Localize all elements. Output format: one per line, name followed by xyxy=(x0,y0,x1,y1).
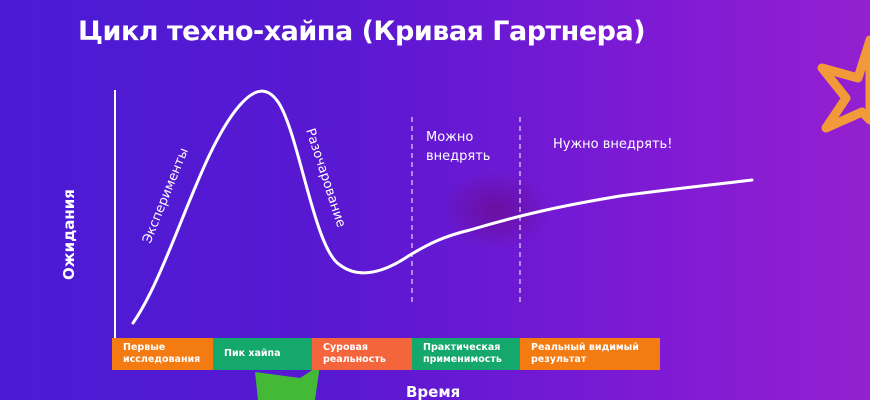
zone2-label: Нужно внедрять! xyxy=(553,137,673,152)
x-axis-label: Время xyxy=(406,383,461,400)
phase-harsh-reality: Суровая реальность xyxy=(312,338,412,370)
phase-real-result: Реальный видимый результат xyxy=(520,338,660,370)
phase-hype-peak: Пик хайпа xyxy=(213,338,312,370)
zone1-label: Можно внедрять xyxy=(426,130,491,164)
phase-first-research: Первые исследования xyxy=(112,338,213,370)
glow-spot xyxy=(440,170,550,250)
star-decoration-icon xyxy=(817,35,870,133)
page-title: Цикл техно-хайпа (Кривая Гартнера) xyxy=(78,16,646,47)
phase-practical-applicability: Практическая применимость xyxy=(412,338,520,370)
green-star-decoration-icon xyxy=(255,365,320,400)
y-axis-label: Ожидания xyxy=(60,189,78,280)
hype-curve xyxy=(131,89,754,325)
